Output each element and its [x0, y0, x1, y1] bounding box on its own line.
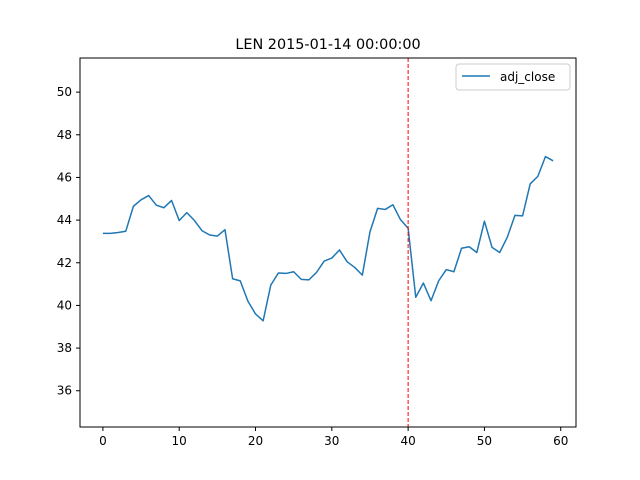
plot-frame: [79, 57, 577, 428]
y-tick-label: 42: [57, 256, 72, 270]
x-tick-label: 20: [248, 434, 263, 448]
x-tick-label: 30: [324, 434, 339, 448]
plot-area: [102, 58, 554, 427]
y-tick-label: 38: [57, 341, 72, 355]
x-tick-label: 60: [553, 434, 568, 448]
chart-title: LEN 2015-01-14 00:00:00: [235, 37, 420, 53]
x-tick-label: 0: [99, 434, 107, 448]
y-tick-label: 44: [57, 213, 72, 227]
x-axis: 0 10 20 30 40 50 60: [99, 427, 568, 448]
y-tick-label: 50: [57, 85, 72, 99]
legend: adj_close: [455, 63, 571, 91]
y-axis: 36 38 40 42 44 46 48 50: [57, 85, 80, 398]
x-tick-label: 50: [477, 434, 492, 448]
y-tick-label: 48: [57, 128, 72, 142]
y-tick-label: 46: [57, 170, 72, 184]
series-line-adj_close: [102, 155, 554, 322]
legend-label: adj_close: [500, 70, 555, 84]
x-tick-label: 40: [400, 434, 415, 448]
legend-box: [455, 63, 571, 91]
y-tick-label: 36: [57, 384, 72, 398]
y-tick-label: 40: [57, 298, 72, 312]
x-tick-label: 10: [172, 434, 187, 448]
